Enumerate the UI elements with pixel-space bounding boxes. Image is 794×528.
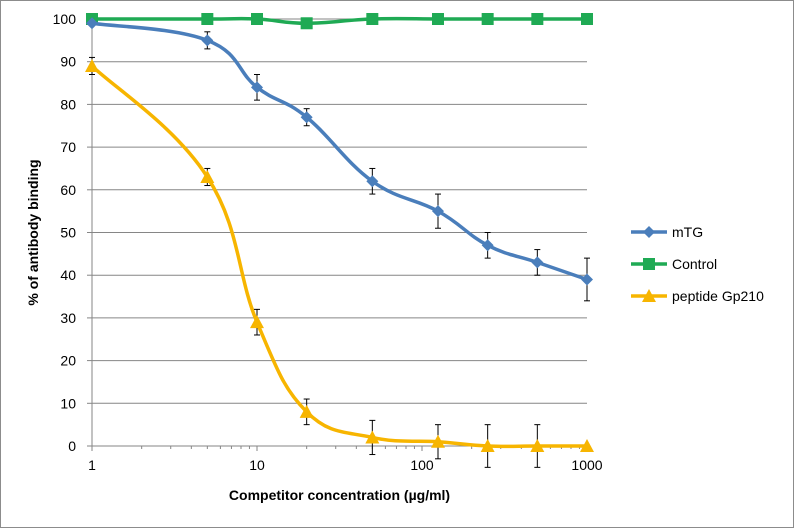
y-tick-label: 50	[60, 225, 76, 241]
data-point-mtg	[300, 111, 313, 124]
data-point-peptide-gp210	[480, 439, 495, 452]
legend-label: peptide Gp210	[672, 288, 764, 304]
data-point-control	[431, 13, 444, 25]
data-point-control	[581, 13, 593, 25]
data-point-mtg	[201, 34, 214, 47]
data-point-control	[251, 13, 263, 25]
y-tick-label: 20	[60, 353, 76, 369]
series-mtg	[86, 17, 593, 302]
data-point-control	[201, 13, 214, 25]
x-tick-label: 1	[88, 457, 96, 473]
legend-marker	[643, 258, 655, 270]
data-point-peptide-gp210	[365, 430, 380, 444]
legend-label: Control	[672, 256, 717, 272]
series-layer	[85, 13, 594, 468]
series-control	[86, 13, 593, 30]
x-tick-label: 1000	[571, 457, 602, 473]
data-point-peptide-gp210	[250, 315, 264, 329]
data-point-mtg	[251, 81, 263, 94]
y-tick-label: 100	[53, 11, 77, 27]
y-tick-label: 30	[60, 310, 76, 326]
legend-item-mtg: mTG	[631, 224, 703, 240]
x-axis-title: Competitor concentration (µg/ml)	[229, 487, 450, 503]
y-tick-label: 60	[60, 182, 76, 198]
y-tick-label: 80	[60, 96, 76, 112]
data-point-mtg	[431, 205, 444, 218]
data-point-control	[531, 13, 544, 25]
data-point-peptide-gp210	[580, 439, 594, 452]
data-point-peptide-gp210	[200, 169, 215, 183]
data-point-peptide-gp210	[85, 58, 99, 72]
gridlines	[92, 18, 587, 447]
y-tick-label: 90	[60, 54, 76, 70]
x-tick-label: 10	[249, 457, 265, 473]
legend-item-control: Control	[631, 256, 717, 272]
legend-label: mTG	[672, 224, 703, 240]
y-tick-label: 70	[60, 139, 76, 155]
data-point-mtg	[531, 256, 544, 269]
data-point-mtg	[481, 239, 494, 252]
legend-marker	[642, 289, 656, 302]
data-point-mtg	[366, 175, 379, 188]
legend-marker	[643, 226, 655, 238]
data-point-peptide-gp210	[530, 439, 545, 452]
y-tick-label: 40	[60, 267, 76, 283]
y-tick-label: 0	[68, 438, 76, 454]
data-point-mtg	[86, 17, 98, 30]
legend-item-peptide-gp210: peptide Gp210	[631, 288, 764, 304]
data-point-peptide-gp210	[430, 434, 445, 448]
data-point-mtg	[581, 273, 593, 286]
legend: mTG Control peptide Gp210	[631, 224, 764, 304]
data-point-peptide-gp210	[299, 404, 314, 418]
x-tick-label: 100	[410, 457, 434, 473]
series-peptide-gp210	[85, 56, 594, 468]
y-axis-title: % of antibody binding	[25, 159, 41, 305]
y-tick-label: 10	[60, 395, 76, 411]
data-point-control	[300, 17, 313, 30]
y-axis-ticks: 0 10 20 30 40 50 60 70 80 90 100	[53, 11, 92, 454]
data-point-control	[366, 13, 379, 25]
data-point-control	[481, 13, 494, 25]
series-line-mtg	[91, 21, 588, 282]
x-axis-ticks: 1 10 100 1000	[88, 446, 603, 473]
